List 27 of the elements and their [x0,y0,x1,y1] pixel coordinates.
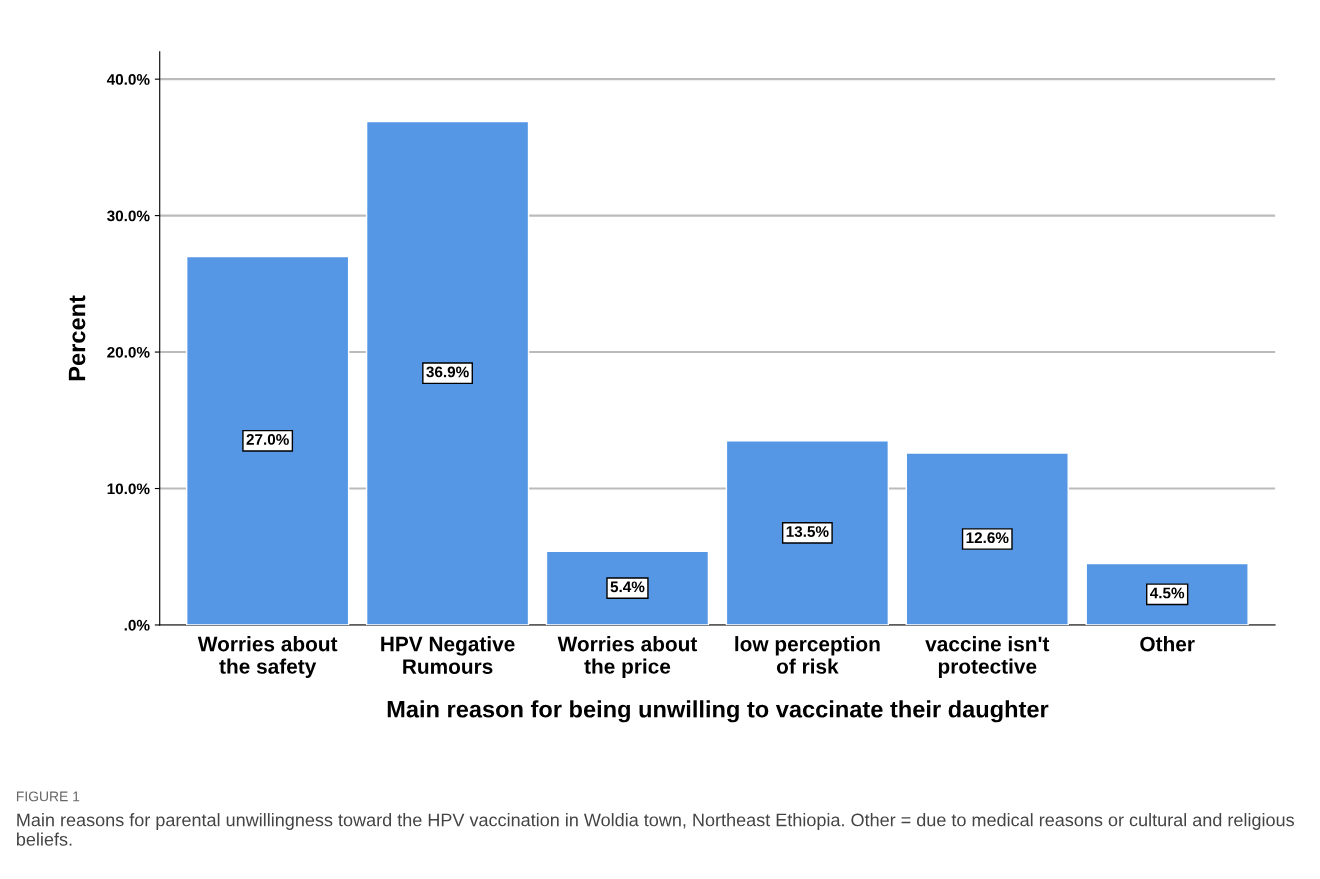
data-label: 5.4% [610,581,645,593]
bar [186,255,350,625]
x-tick-label: Worries about the price [557,636,698,678]
data-label: 4.5% [1150,587,1185,599]
data-label: 36.9% [426,366,469,378]
text: Main reasons for parental unwillingness toward the HPV vaccination in Woldia town, Northeast Ethiopia. Other = due to medical reasons or cultural and religious beliefs. [17,813,1294,846]
bar [905,452,1069,625]
data-label: 12.6% [966,532,1009,544]
data-label: 27.0% [246,434,289,445]
y-tick-label: 20.0% [107,346,150,358]
bar [725,440,890,625]
y-tick-label: .0% [124,619,150,631]
caption: FIGURE 1 [16,791,80,802]
bar [545,550,710,625]
x-tick-label: low perception of risk [735,636,880,674]
y-axis-title: Percent [68,295,86,381]
y-tick-label: 30.0% [107,210,150,222]
bar [365,120,530,625]
bar [1085,562,1249,625]
x-tick-label: HPV Negative Rumours [381,636,515,674]
x-tick-label: vaccine isn't protective [925,636,1050,678]
y-tick-label: 40.0% [106,74,150,85]
x-tick-label: Worries about the safety [197,636,338,678]
x-tick-label: Other [1140,636,1195,652]
y-tick-label: 10.0% [107,483,150,495]
x-axis-title: Main reason for being unwilling to vaccinate their daughter [387,700,1049,723]
data-label: 13.5% [786,526,829,537]
